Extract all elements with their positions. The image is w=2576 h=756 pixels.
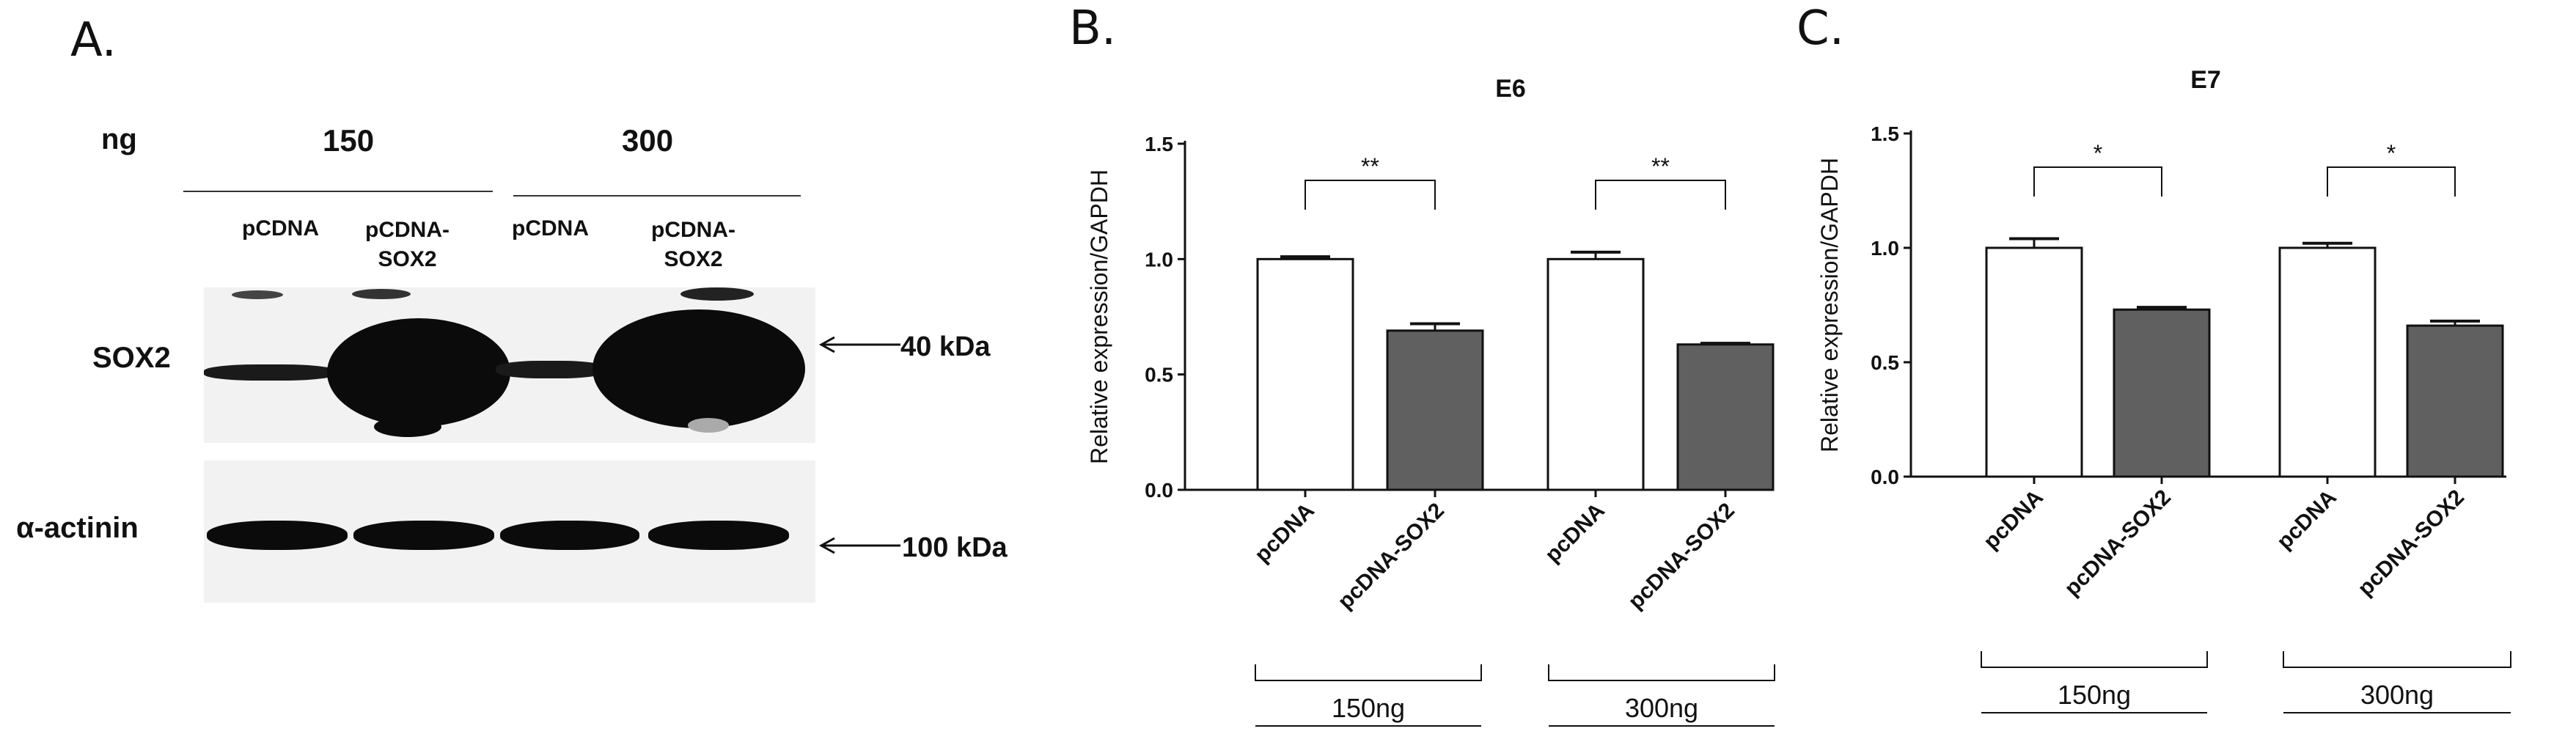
bar [2278,246,2377,478]
x-tick-label: pcDNA [1250,499,1319,568]
significance-bracket [2327,166,2456,197]
sox2-band-faint-top-4 [680,287,754,301]
significance-marker: * [2387,140,2396,166]
significance-bracket [1304,180,1436,210]
sox2-band-lane1 [204,364,336,381]
group-bracket [1981,651,2208,668]
actinin-band-lane2 [353,521,494,550]
bar [1676,343,1775,491]
actinin-band-lane3 [500,521,639,550]
x-tick-label: pcDNA-SOX2 [2353,485,2469,601]
x-tick-label: pcDNA-SOX2 [1623,499,1739,614]
y-tick-label: 1.5 [1145,133,1173,155]
group-label: 150ng [1332,693,1405,723]
sox2-band-lane2 [327,318,510,427]
group-label: 300ng [2360,680,2434,710]
group-line-300 [513,195,801,197]
x-tick-label: pcDNA [1979,485,2048,554]
bar [2113,308,2211,478]
group-bracket [2283,651,2511,668]
chart-title: E6 [1495,75,1526,103]
group-line-150 [183,191,493,192]
bar [1256,257,1354,491]
significance-bracket [2033,166,2162,197]
x-tick-label: pcDNA [2272,485,2341,554]
group-bracket [1255,664,1482,681]
bar [2406,324,2504,478]
y-tick-label: 0.5 [1145,364,1173,386]
x-tick-label: pcDNA-SOX2 [2060,485,2176,601]
chart-e7: E7 Relative expression/GAPDH 0.0 0.5 1.0 1.5 p… [1817,66,2511,713]
bar [1386,329,1484,491]
y-tick-label: 0.0 [1145,479,1173,502]
y-tick-label: 0.5 [1871,351,1899,374]
y-tick-label: 1.5 [1871,122,1899,145]
row-label-sox2: SOX2 [92,342,171,374]
sox2-band-lane2-low [374,416,441,437]
y-tick-label: 0.0 [1871,466,1899,488]
marker-100kda: 100 kDa [902,532,1008,563]
group-bracket [1548,664,1775,681]
ng-label: ng [101,123,137,155]
lane-3-label: pCDNA [512,216,589,241]
sox2-band-lane3 [496,361,606,378]
marker-arrows [818,336,900,554]
lane-1-label: pCDNA [242,216,319,241]
marker-arrowhead-40 [818,336,835,353]
sox2-blot [204,287,815,443]
y-tick-label: 1.0 [1145,248,1173,271]
bar [1985,246,2083,478]
actinin-band-lane1 [207,521,348,550]
sox2-band-lane4 [592,309,805,428]
actinin-band-lane4 [648,521,789,550]
x-tick-label: pcDNA [1541,499,1610,568]
lane-2-label: pCDNA- SOX2 [365,218,449,271]
dose-300-label: 300 [622,123,674,158]
sox2-band-lane4-low [688,418,729,433]
chart-title: E7 [2190,66,2221,94]
panel-a-label: A. [70,13,117,67]
group-label: 150ng [2058,680,2131,710]
sox2-band-faint-top-1 [232,290,283,299]
group-label: 300ng [1625,693,1698,723]
x-tick-label: pcDNA-SOX2 [1333,499,1449,614]
marker-arrowhead-100 [818,537,835,554]
sox2-band-faint-top-2 [352,289,411,299]
chart-e6: E6 Relative expression/GAPDH 0.0 0.5 1.0 1.5 p… [1086,75,1775,727]
significance-marker: ** [1361,153,1379,180]
panel-c-label: C. [1797,1,1845,56]
significance-marker: * [2094,140,2102,166]
actinin-blot [204,460,815,603]
bar [1546,257,1645,491]
y-axis-label: Relative expression/GAPDH [1086,169,1112,464]
y-tick-label: 1.0 [1871,237,1899,260]
marker-40kda: 40 kDa [900,331,991,362]
lane-4-label: pCDNA- SOX2 [651,218,735,271]
y-axis-label: Relative expression/GAPDH [1817,158,1843,452]
row-label-actinin: α-actinin [16,512,139,544]
dose-150-label: 150 [323,123,375,158]
significance-bracket [1595,180,1726,210]
significance-marker: ** [1651,153,1670,180]
panel-b-label: B. [1069,1,1117,56]
